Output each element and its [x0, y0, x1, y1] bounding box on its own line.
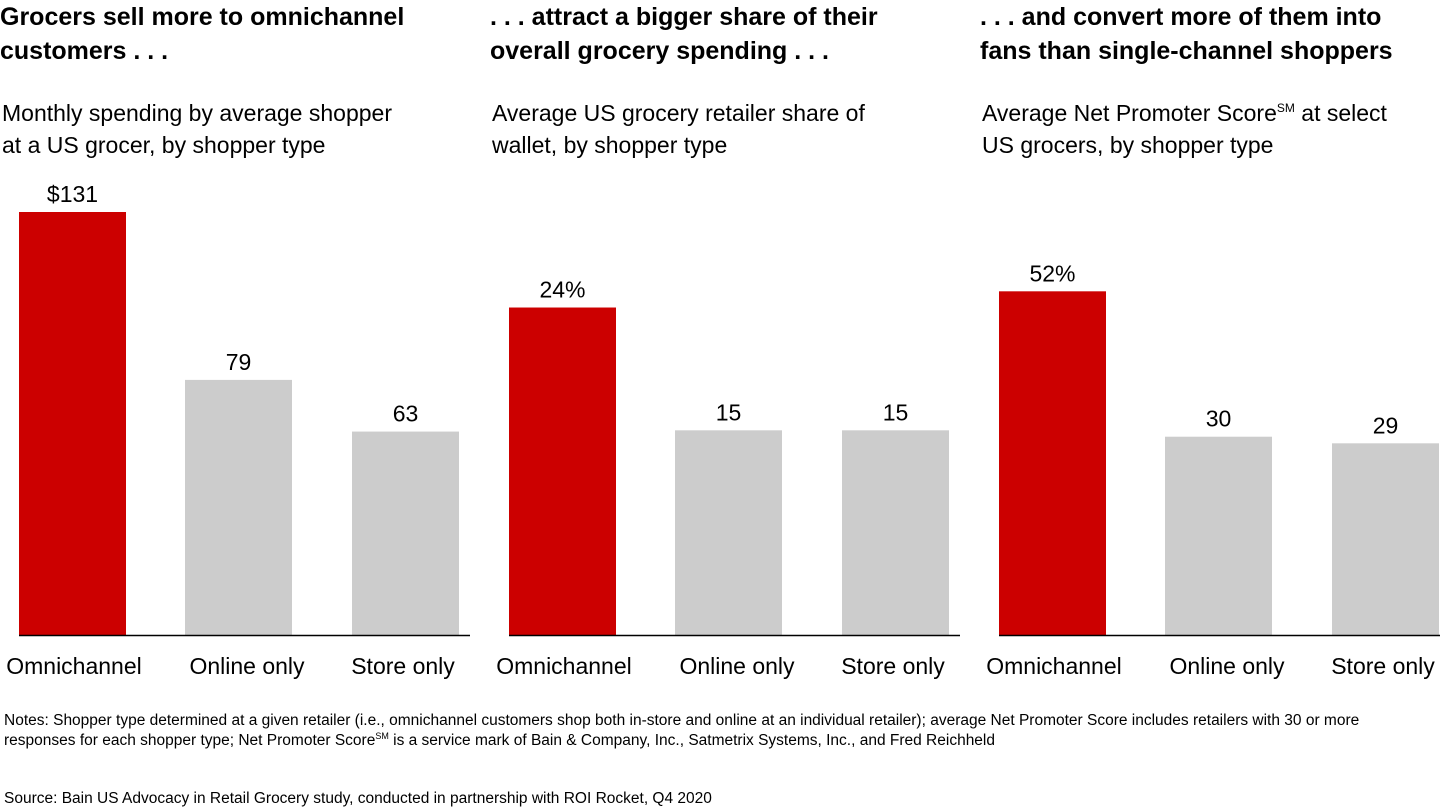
- panel-title: Grocers sell more to omnichannel custome…: [0, 0, 404, 68]
- notes-text-end: is a service mark of Bain & Company, Inc…: [388, 732, 995, 749]
- bar-value-label: 79: [226, 349, 252, 375]
- panel-subtitle-line1: Monthly spending by average shopper: [2, 100, 392, 126]
- category-label: Omnichannel: [986, 653, 1122, 679]
- panel-subtitle: Monthly spending by average shopper at a…: [2, 97, 392, 161]
- panel-title-line2: customers . . .: [0, 37, 169, 65]
- bar-value-label: 29: [1373, 412, 1399, 438]
- bar-value-label: 63: [393, 401, 419, 427]
- bar-chart: $131 Omnichannel 79 Online only 63 Store only: [6, 181, 470, 679]
- panel-subtitle-line2: US grocers, by shopper type: [982, 132, 1274, 158]
- bar-store-only: [1332, 443, 1439, 635]
- chart-panel-3: . . . and convert more of them into fans…: [980, 0, 1440, 690]
- bar-store-only: [352, 431, 459, 635]
- panel-subtitle-line2: at a US grocer, by shopper type: [2, 132, 326, 158]
- chart-panel-2: . . . attract a bigger share of their ov…: [490, 0, 960, 690]
- panel-title-line1: . . . attract a bigger share of their: [490, 3, 878, 31]
- service-mark-superscript: SM: [1276, 101, 1295, 115]
- category-label: Online only: [679, 653, 795, 679]
- panel-subtitle: Average Net Promoter ScoreSM at select U…: [982, 97, 1387, 161]
- notes-text: Notes: Shopper type determined at a give…: [4, 712, 1360, 749]
- bar-store-only: [842, 430, 949, 635]
- panel-title-line2: fans than single-channel shoppers: [980, 37, 1393, 65]
- bar-omnichannel: [509, 307, 616, 635]
- bar-value-label: 24%: [539, 277, 585, 303]
- category-label: Omnichannel: [496, 653, 632, 679]
- panel-subtitle-line1-text: Average Net Promoter Score: [982, 100, 1277, 126]
- bar-chart: 24% Omnichannel 15 Online only 15 Store only: [496, 277, 960, 679]
- source-note: Source: Bain US Advocacy in Retail Groce…: [4, 790, 712, 807]
- category-label: Store only: [351, 653, 455, 679]
- chart-panel-1: Grocers sell more to omnichannel custome…: [0, 0, 470, 690]
- bar-omnichannel: [999, 291, 1106, 635]
- bar-chart: 52% Omnichannel 30 Online only 29 Store only: [986, 260, 1440, 679]
- category-label: Store only: [841, 653, 945, 679]
- bar-omnichannel: [19, 212, 126, 635]
- bar-value-label: 15: [883, 399, 909, 425]
- bar-value-label: 52%: [1029, 260, 1075, 286]
- category-label: Online only: [189, 653, 305, 679]
- panel-subtitle-line2: wallet, by shopper type: [492, 132, 728, 158]
- panel-subtitle-line1: Average US grocery retailer share of: [492, 100, 865, 126]
- bar-value-label: 30: [1206, 406, 1232, 432]
- service-mark-superscript: SM: [375, 731, 389, 741]
- bar-value-label: 15: [716, 399, 742, 425]
- panel-title-line1: Grocers sell more to omnichannel: [0, 3, 405, 31]
- category-label: Store only: [1331, 653, 1435, 679]
- panel-title: . . . attract a bigger share of their ov…: [490, 0, 878, 68]
- panel-title-line1: . . . and convert more of them into: [980, 3, 1382, 31]
- category-label: Online only: [1169, 653, 1285, 679]
- panel-subtitle: Average US grocery retailer share of wal…: [492, 97, 865, 161]
- category-label: Omnichannel: [6, 653, 142, 679]
- panel-title: . . . and convert more of them into fans…: [980, 0, 1393, 68]
- panel-subtitle-line1-suffix: at select: [1294, 100, 1387, 126]
- bar-value-label: $131: [47, 181, 98, 207]
- notes: Notes: Shopper type determined at a give…: [4, 711, 1424, 751]
- bar-online-only: [1165, 436, 1272, 635]
- panel-title-line2: overall grocery spending . . .: [490, 37, 829, 65]
- bar-online-only: [675, 430, 782, 635]
- bar-online-only: [185, 379, 292, 635]
